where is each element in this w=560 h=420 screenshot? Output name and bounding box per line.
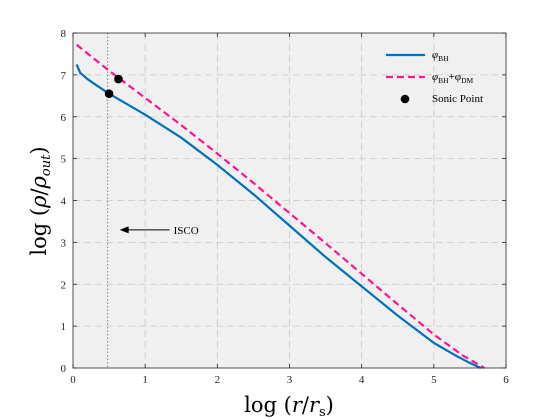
isco-annotation-label: ISCO: [174, 225, 199, 237]
ticks: 0 1 2 3 4 5 6 0 1 2 3 4 5 6 7 8: [61, 28, 510, 386]
x-tick-label: 6: [503, 374, 509, 386]
x-axis-title-rs-sub: s: [319, 405, 326, 420]
y-tick-label: 1: [61, 321, 67, 333]
y-tick-label: 5: [61, 154, 67, 166]
series-layer: [75, 43, 485, 369]
y-tick-label: 3: [61, 237, 67, 249]
y-axis-title: log (ρ/ρout): [27, 146, 54, 255]
grid: [73, 33, 506, 368]
y-tick-label: 4: [61, 196, 67, 208]
legend-label-0: φBH: [432, 49, 449, 63]
annotations: ISCO: [119, 225, 199, 237]
x-tick-label: 1: [142, 374, 148, 386]
y-axis-title-rho: ρ: [27, 195, 51, 209]
x-axis-title-r: r: [292, 393, 304, 417]
y-axis-title-rho-out-sub: out: [39, 154, 54, 176]
legend-label-2: Sonic Point: [432, 93, 483, 105]
x-tick-label: 4: [359, 374, 365, 386]
x-tick-label: 5: [431, 374, 437, 386]
y-tick-label: 8: [61, 28, 67, 40]
legend-label-1: φBH+φDM: [432, 71, 473, 85]
y-tick-label: 0: [61, 363, 67, 375]
x-axis-title: log (r/rs): [244, 393, 334, 420]
x-axis-title-log: log: [244, 393, 277, 417]
legend: φBH φBH+φDM Sonic Point: [386, 49, 483, 105]
x-tick-label: 3: [287, 374, 293, 386]
isco-arrow-head: [119, 226, 129, 234]
x-tick-label: 0: [70, 374, 76, 386]
sonic-point-marker: [114, 74, 123, 84]
x-tick-label: 2: [215, 374, 221, 386]
y-axis-title-rho-out: ρ: [27, 175, 51, 189]
legend-marker-sonic-point: [400, 94, 410, 104]
series-line-0: [75, 63, 482, 369]
y-tick-label: 7: [61, 70, 67, 82]
sonic-point-marker: [104, 89, 114, 99]
y-axis-title-log: log: [27, 223, 51, 256]
y-tick-label: 6: [61, 112, 67, 124]
x-axis-title-rs: r: [309, 393, 321, 417]
y-tick-label: 2: [61, 279, 67, 291]
